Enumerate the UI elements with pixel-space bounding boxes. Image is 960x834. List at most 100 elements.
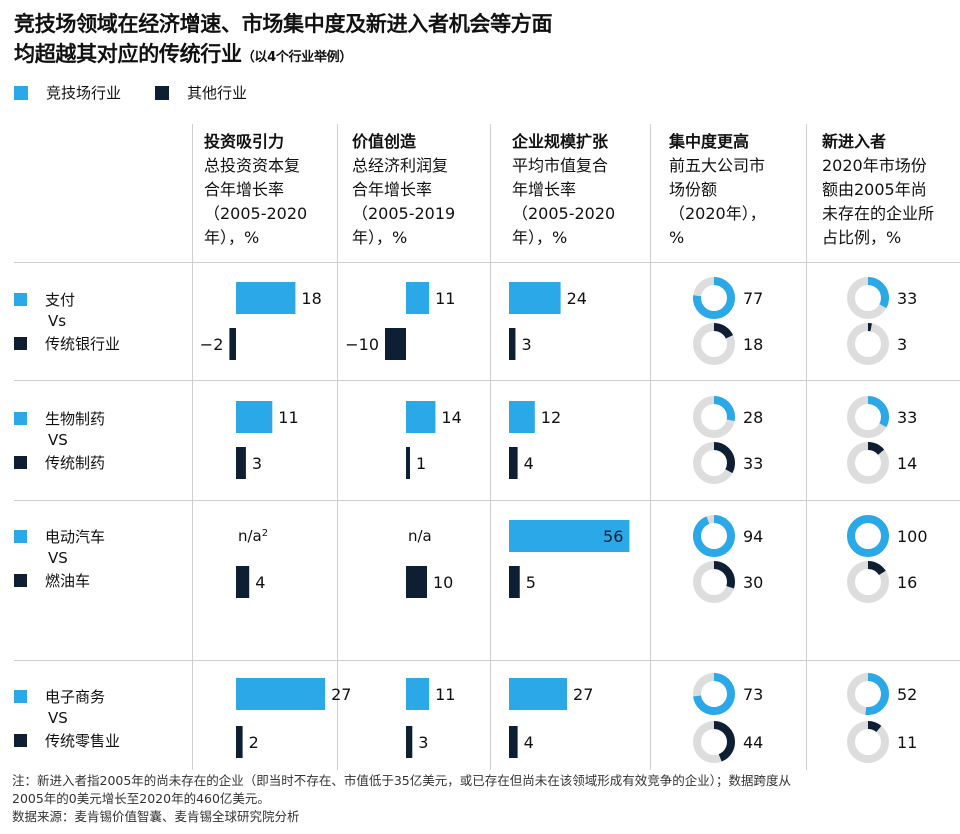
new_entrants-arc (847, 673, 889, 715)
value_creation-data-label: 11 (435, 685, 455, 704)
col-sub: （2020年）， (669, 204, 766, 223)
arena-name: 电动汽车 (45, 527, 106, 546)
investment-data-label: 18 (301, 289, 321, 308)
new_entrants-ring (847, 323, 889, 365)
concentration-arc (693, 721, 735, 763)
col-head: 企业规模扩张 (512, 132, 609, 151)
scale-data-label: 27 (573, 685, 593, 704)
concentration-arc (693, 396, 735, 438)
col-sub: （2005-2019 (352, 204, 456, 223)
arena-swatch (14, 411, 27, 425)
col-header-scale: 企业规模扩张 平均市值复合 年增长率 （2005-2020 年），% (512, 130, 662, 250)
chart-title-line1: 竞技场领域在经济增速、市场集中度及新进入者机会等方面 (14, 12, 553, 36)
arena-name: 电子商务 (45, 687, 106, 706)
scale-data-label: 24 (567, 289, 587, 308)
investment-data-label: 11 (278, 408, 298, 427)
investment-bar (236, 401, 273, 433)
title-main: 均超越其对应的传统行业 (14, 42, 242, 66)
investment-data-label: 4 (255, 573, 265, 592)
concentration-data-label: 77 (743, 289, 763, 308)
arena-swatch (14, 689, 27, 703)
new_entrants-arc (847, 515, 889, 557)
row-divider (14, 380, 960, 381)
investment-bar (236, 726, 243, 758)
other-name: 传统零售业 (45, 731, 121, 750)
col-header-concentration: 集中度更高 前五大公司市 场份额 （2020年）， % (669, 130, 819, 250)
legend-other-label: 其他行业 (187, 84, 248, 102)
vs-label: Vs (48, 312, 67, 330)
concentration-arc (693, 561, 735, 603)
new_entrants-data-label: 33 (897, 289, 917, 308)
concentration-arc (693, 515, 735, 557)
new_entrants-data-label: 100 (897, 527, 928, 546)
col-divider (337, 124, 338, 770)
concentration-data-label: 30 (743, 573, 763, 592)
value_creation-bar (406, 726, 413, 758)
col-sub: 未存在的企业所 (822, 204, 935, 223)
col-divider (650, 124, 651, 770)
row-label-ecommerce: 电子商务 VS 传统零售业 (14, 685, 120, 751)
other-name: 传统制药 (45, 453, 106, 472)
investment-data-label: 27 (331, 685, 351, 704)
concentration-data-label: 73 (743, 685, 763, 704)
col-sub: 场份额 (669, 180, 718, 199)
investment-bar (236, 678, 326, 710)
col-divider (192, 124, 193, 770)
col-sub: （2005-2020 (512, 204, 616, 223)
col-sub: 年增长率 (512, 180, 577, 199)
value_creation-bar (406, 447, 410, 479)
other-swatch (14, 336, 27, 350)
col-head: 集中度更高 (669, 132, 750, 151)
row-divider (14, 500, 960, 501)
new_entrants-data-label: 14 (897, 454, 917, 473)
scale-data-label: 12 (541, 408, 561, 427)
col-head: 价值创造 (352, 132, 417, 151)
new_entrants-arc (847, 323, 889, 365)
legend-arena: 竞技场行业 (14, 82, 121, 103)
col-sub: 前五大公司市 (669, 156, 766, 175)
col-header-investment: 投资吸引力 总投资资本复 合年增长率 （2005-2020 年），% (204, 130, 354, 250)
arena-swatch (14, 292, 27, 306)
col-divider (806, 124, 807, 770)
legend-other-swatch (155, 85, 170, 100)
new_entrants-data-label: 3 (897, 335, 907, 354)
col-divider (490, 124, 491, 770)
investment-bar (236, 447, 246, 479)
title-subtitle: （以4个行业举例） (241, 50, 353, 65)
vs-label: VS (48, 709, 68, 727)
new_entrants-arc (847, 442, 889, 484)
vs-label: VS (48, 431, 68, 449)
scale-bar (509, 401, 535, 433)
concentration-data-label: 18 (743, 335, 763, 354)
legend-arena-label: 竞技场行业 (46, 84, 122, 102)
value_creation-bar (406, 282, 430, 314)
arena-name: 生物制药 (45, 409, 106, 428)
other-swatch (14, 455, 27, 469)
concentration-arc (693, 442, 735, 484)
scale-bar (509, 520, 630, 552)
new_entrants-data-label: 11 (897, 733, 917, 752)
value_creation-bar (385, 328, 406, 360)
col-header-new-entrants: 新进入者 2020年市场份 额由2005年尚 未存在的企业所 占比例，% (822, 130, 958, 250)
other-name: 传统银行业 (45, 334, 121, 353)
vs-label: VS (48, 549, 68, 567)
col-sub: 合年增长率 (204, 180, 285, 199)
row-label-payments: 支付 Vs 传统银行业 (14, 288, 120, 354)
scale-data-label: 5 (526, 573, 536, 592)
concentration-data-label: 94 (743, 527, 763, 546)
arena-name: 支付 (45, 290, 76, 309)
other-swatch (14, 733, 27, 747)
col-sub: 总经济利润复 (352, 156, 449, 175)
new_entrants-data-label: 33 (897, 408, 917, 427)
scale-bar (509, 726, 518, 758)
other-swatch (14, 573, 27, 587)
row-label-biopharma: 生物制药 VS 传统制药 (14, 407, 105, 473)
new_entrants-arc (847, 721, 889, 763)
investment-data-label: 3 (252, 454, 262, 473)
col-sub: 年），% (512, 228, 568, 247)
scale-bar (509, 678, 568, 710)
value_creation-data-label: −10 (345, 335, 379, 354)
col-sub: 额由2005年尚 (822, 180, 927, 199)
col-sub: 平均市值复合 (512, 156, 609, 175)
